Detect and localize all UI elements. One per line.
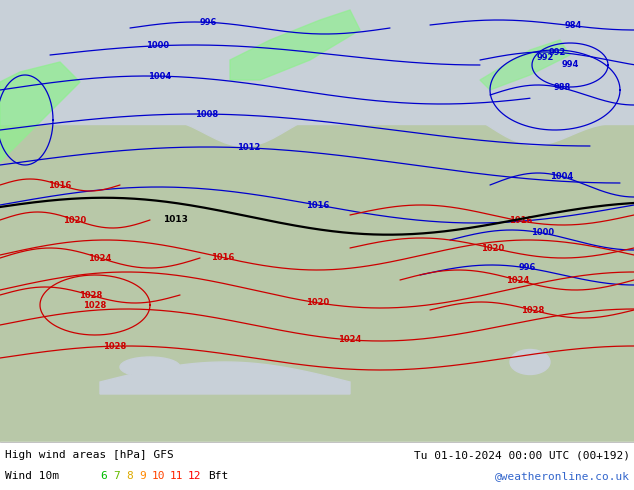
Text: 1016: 1016 xyxy=(306,200,329,210)
Text: 1020: 1020 xyxy=(63,216,87,224)
Text: 1024: 1024 xyxy=(505,275,529,285)
Text: 984: 984 xyxy=(564,21,582,30)
Ellipse shape xyxy=(510,349,550,374)
Text: 1008: 1008 xyxy=(195,110,219,119)
Text: 1024: 1024 xyxy=(89,253,112,263)
Bar xyxy=(0,442,634,490)
Text: 992: 992 xyxy=(536,53,553,63)
Text: 992: 992 xyxy=(548,48,566,57)
Text: 1004: 1004 xyxy=(148,72,171,81)
Text: 10: 10 xyxy=(152,471,165,481)
Polygon shape xyxy=(230,10,360,80)
Text: Bft: Bft xyxy=(208,471,228,481)
Text: 1020: 1020 xyxy=(481,244,504,252)
Text: 8: 8 xyxy=(126,471,133,481)
Text: 1028: 1028 xyxy=(103,342,126,351)
Text: 7: 7 xyxy=(113,471,120,481)
Text: 996: 996 xyxy=(200,18,217,27)
Text: 1020: 1020 xyxy=(306,298,329,307)
Text: 1016: 1016 xyxy=(48,180,72,190)
Text: 11: 11 xyxy=(170,471,183,481)
Text: 994: 994 xyxy=(561,60,579,70)
Text: 12: 12 xyxy=(188,471,202,481)
Text: 1000: 1000 xyxy=(531,228,553,238)
Polygon shape xyxy=(0,0,634,147)
Text: 1024: 1024 xyxy=(338,335,361,344)
Text: 988: 988 xyxy=(553,83,571,93)
Text: High wind areas [hPa] GFS: High wind areas [hPa] GFS xyxy=(5,450,174,460)
Text: 9: 9 xyxy=(139,471,146,481)
Polygon shape xyxy=(480,40,570,90)
Text: 1012: 1012 xyxy=(237,144,260,152)
Text: 1028: 1028 xyxy=(521,306,544,315)
Text: 1016: 1016 xyxy=(509,217,533,225)
Bar xyxy=(0,0,634,124)
Text: 1028: 1028 xyxy=(84,300,107,310)
Text: 1013: 1013 xyxy=(162,216,188,224)
Ellipse shape xyxy=(120,357,180,377)
Text: @weatheronline.co.uk: @weatheronline.co.uk xyxy=(495,471,630,481)
Text: 1000: 1000 xyxy=(146,41,169,50)
Text: 1016: 1016 xyxy=(210,253,234,262)
Polygon shape xyxy=(0,62,80,162)
Text: 1004: 1004 xyxy=(550,172,574,181)
Text: Tu 01-10-2024 00:00 UTC (00+192): Tu 01-10-2024 00:00 UTC (00+192) xyxy=(414,450,630,460)
Polygon shape xyxy=(100,362,350,394)
Text: 6: 6 xyxy=(100,471,107,481)
Text: 1028: 1028 xyxy=(79,291,102,299)
Bar xyxy=(0,124,634,442)
Text: Wind 10m: Wind 10m xyxy=(5,471,59,481)
Text: 996: 996 xyxy=(519,264,536,272)
